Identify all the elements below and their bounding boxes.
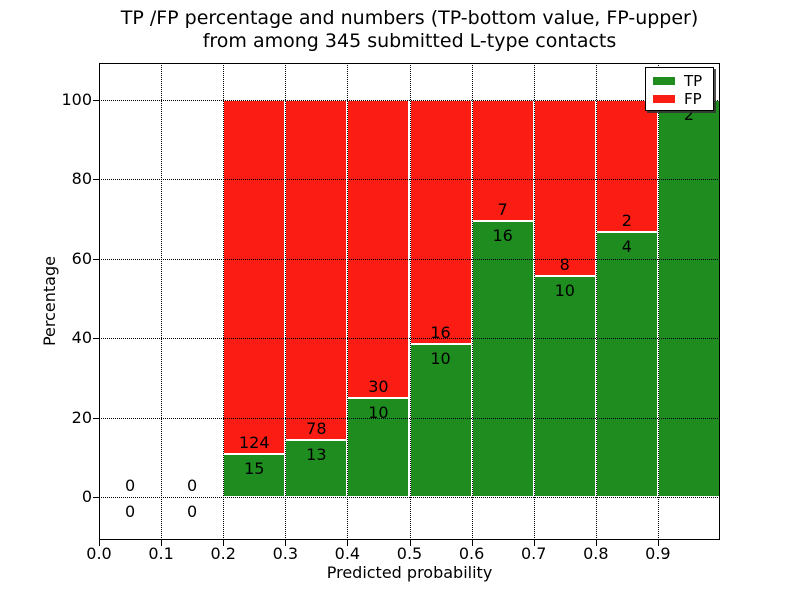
legend-tp-swatch-icon <box>653 77 675 85</box>
y-tick-mark <box>93 100 99 101</box>
annotation-fp-count: 30 <box>368 376 389 396</box>
x-tick-label: 0.5 <box>396 544 423 563</box>
x-tick-mark <box>595 540 597 546</box>
annotation-fp-count: 7 <box>497 199 508 219</box>
gridline-vertical <box>657 63 659 540</box>
legend-item-fp: FP <box>653 90 706 108</box>
bar-tp-segment <box>657 100 720 497</box>
y-tick-label: 0 <box>81 487 92 506</box>
x-tick-mark <box>161 540 163 546</box>
bar-tp-segment <box>409 344 472 497</box>
x-tick-mark <box>409 540 411 546</box>
bar-tp-segment <box>533 276 596 497</box>
legend-item-tp: TP <box>653 72 706 90</box>
annotation-fp-count: 2 <box>621 211 632 231</box>
y-tick-label: 20 <box>71 407 92 427</box>
x-tick-label: 0.9 <box>645 544 671 563</box>
x-tick-mark <box>533 540 535 546</box>
gridline-vertical <box>161 63 163 540</box>
x-tick-mark <box>657 540 659 546</box>
annotation-tp-count: 15 <box>244 459 265 479</box>
y-tick-mark <box>93 258 99 260</box>
gridline-vertical <box>595 63 597 540</box>
x-tick-label: 0.0 <box>86 544 112 563</box>
y-tick-mark <box>93 417 99 419</box>
x-axis-label: Predicted probability <box>326 563 493 582</box>
x-tick-mark <box>285 540 287 546</box>
bar-tp-segment <box>595 232 658 497</box>
y-tick-label: 100 <box>61 90 92 109</box>
bar-fp-segment <box>409 100 472 345</box>
legend: TP FP <box>645 67 714 111</box>
x-tick-label: 0.8 <box>583 544 609 563</box>
annotation-tp-count: 0 <box>187 502 198 521</box>
gridline-vertical <box>347 63 349 540</box>
annotation-tp-count: 2 <box>683 105 695 124</box>
gridline-vertical <box>471 63 473 540</box>
y-tick-label: 80 <box>71 169 92 189</box>
y-tick-label: 40 <box>71 328 92 348</box>
bar-fp-segment <box>223 100 286 455</box>
bar-fp-segment <box>285 100 348 441</box>
annotation-tp-count: 4 <box>621 237 632 257</box>
chart-title-line1: TP /FP percentage and numbers (TP-bottom… <box>120 7 699 29</box>
annotation-tp-count: 16 <box>492 225 513 245</box>
annotation-fp-count: 78 <box>306 419 327 439</box>
annotation-fp-count: 0 <box>124 476 136 495</box>
annotation-tp-count: 10 <box>368 402 389 422</box>
bar-tp-segment <box>471 220 534 497</box>
annotation-tp-count: 10 <box>554 281 575 301</box>
x-tick-label: 0.6 <box>458 544 485 563</box>
annotation-fp-count: 16 <box>430 323 451 343</box>
bar-fp-segment <box>533 100 596 277</box>
y-tick-mark <box>93 338 99 340</box>
annotation-fp-count: 124 <box>238 433 270 453</box>
annotation-tp-count: 13 <box>306 445 327 465</box>
annotation-fp-count: 0 <box>187 476 198 495</box>
gridline-vertical <box>223 63 225 540</box>
y-tick-mark <box>93 179 99 181</box>
legend-tp-label: TP <box>684 72 703 90</box>
annotation-tp-count: 0 <box>124 502 136 521</box>
gridline-vertical <box>285 63 287 540</box>
x-tick-label: 0.7 <box>520 544 547 563</box>
x-tick-label: 0.1 <box>148 544 174 563</box>
y-tick-label: 60 <box>71 248 92 268</box>
x-tick-mark <box>99 540 100 546</box>
x-tick-mark <box>347 540 349 546</box>
chart-title-line2: from among 345 submitted L-type contacts <box>202 30 617 52</box>
annotation-fp-count: 8 <box>559 255 570 275</box>
bar-fp-segment <box>347 100 410 398</box>
y-axis-label: Percentage <box>40 256 59 347</box>
gridline-vertical <box>409 63 411 540</box>
x-tick-label: 0.4 <box>334 544 361 563</box>
x-tick-mark <box>223 540 225 546</box>
x-tick-label: 0.2 <box>210 544 236 563</box>
bar-fp-segment <box>471 100 534 221</box>
legend-fp-label: FP <box>684 90 702 108</box>
x-tick-mark <box>471 540 473 546</box>
annotation-tp-count: 10 <box>430 349 451 369</box>
chart-title: TP /FP percentage and numbers (TP-bottom… <box>99 7 720 53</box>
gridline-vertical <box>533 63 535 540</box>
x-tick-label: 0.3 <box>272 544 299 563</box>
legend-fp-swatch-icon <box>653 95 675 103</box>
y-tick-mark <box>93 497 99 498</box>
